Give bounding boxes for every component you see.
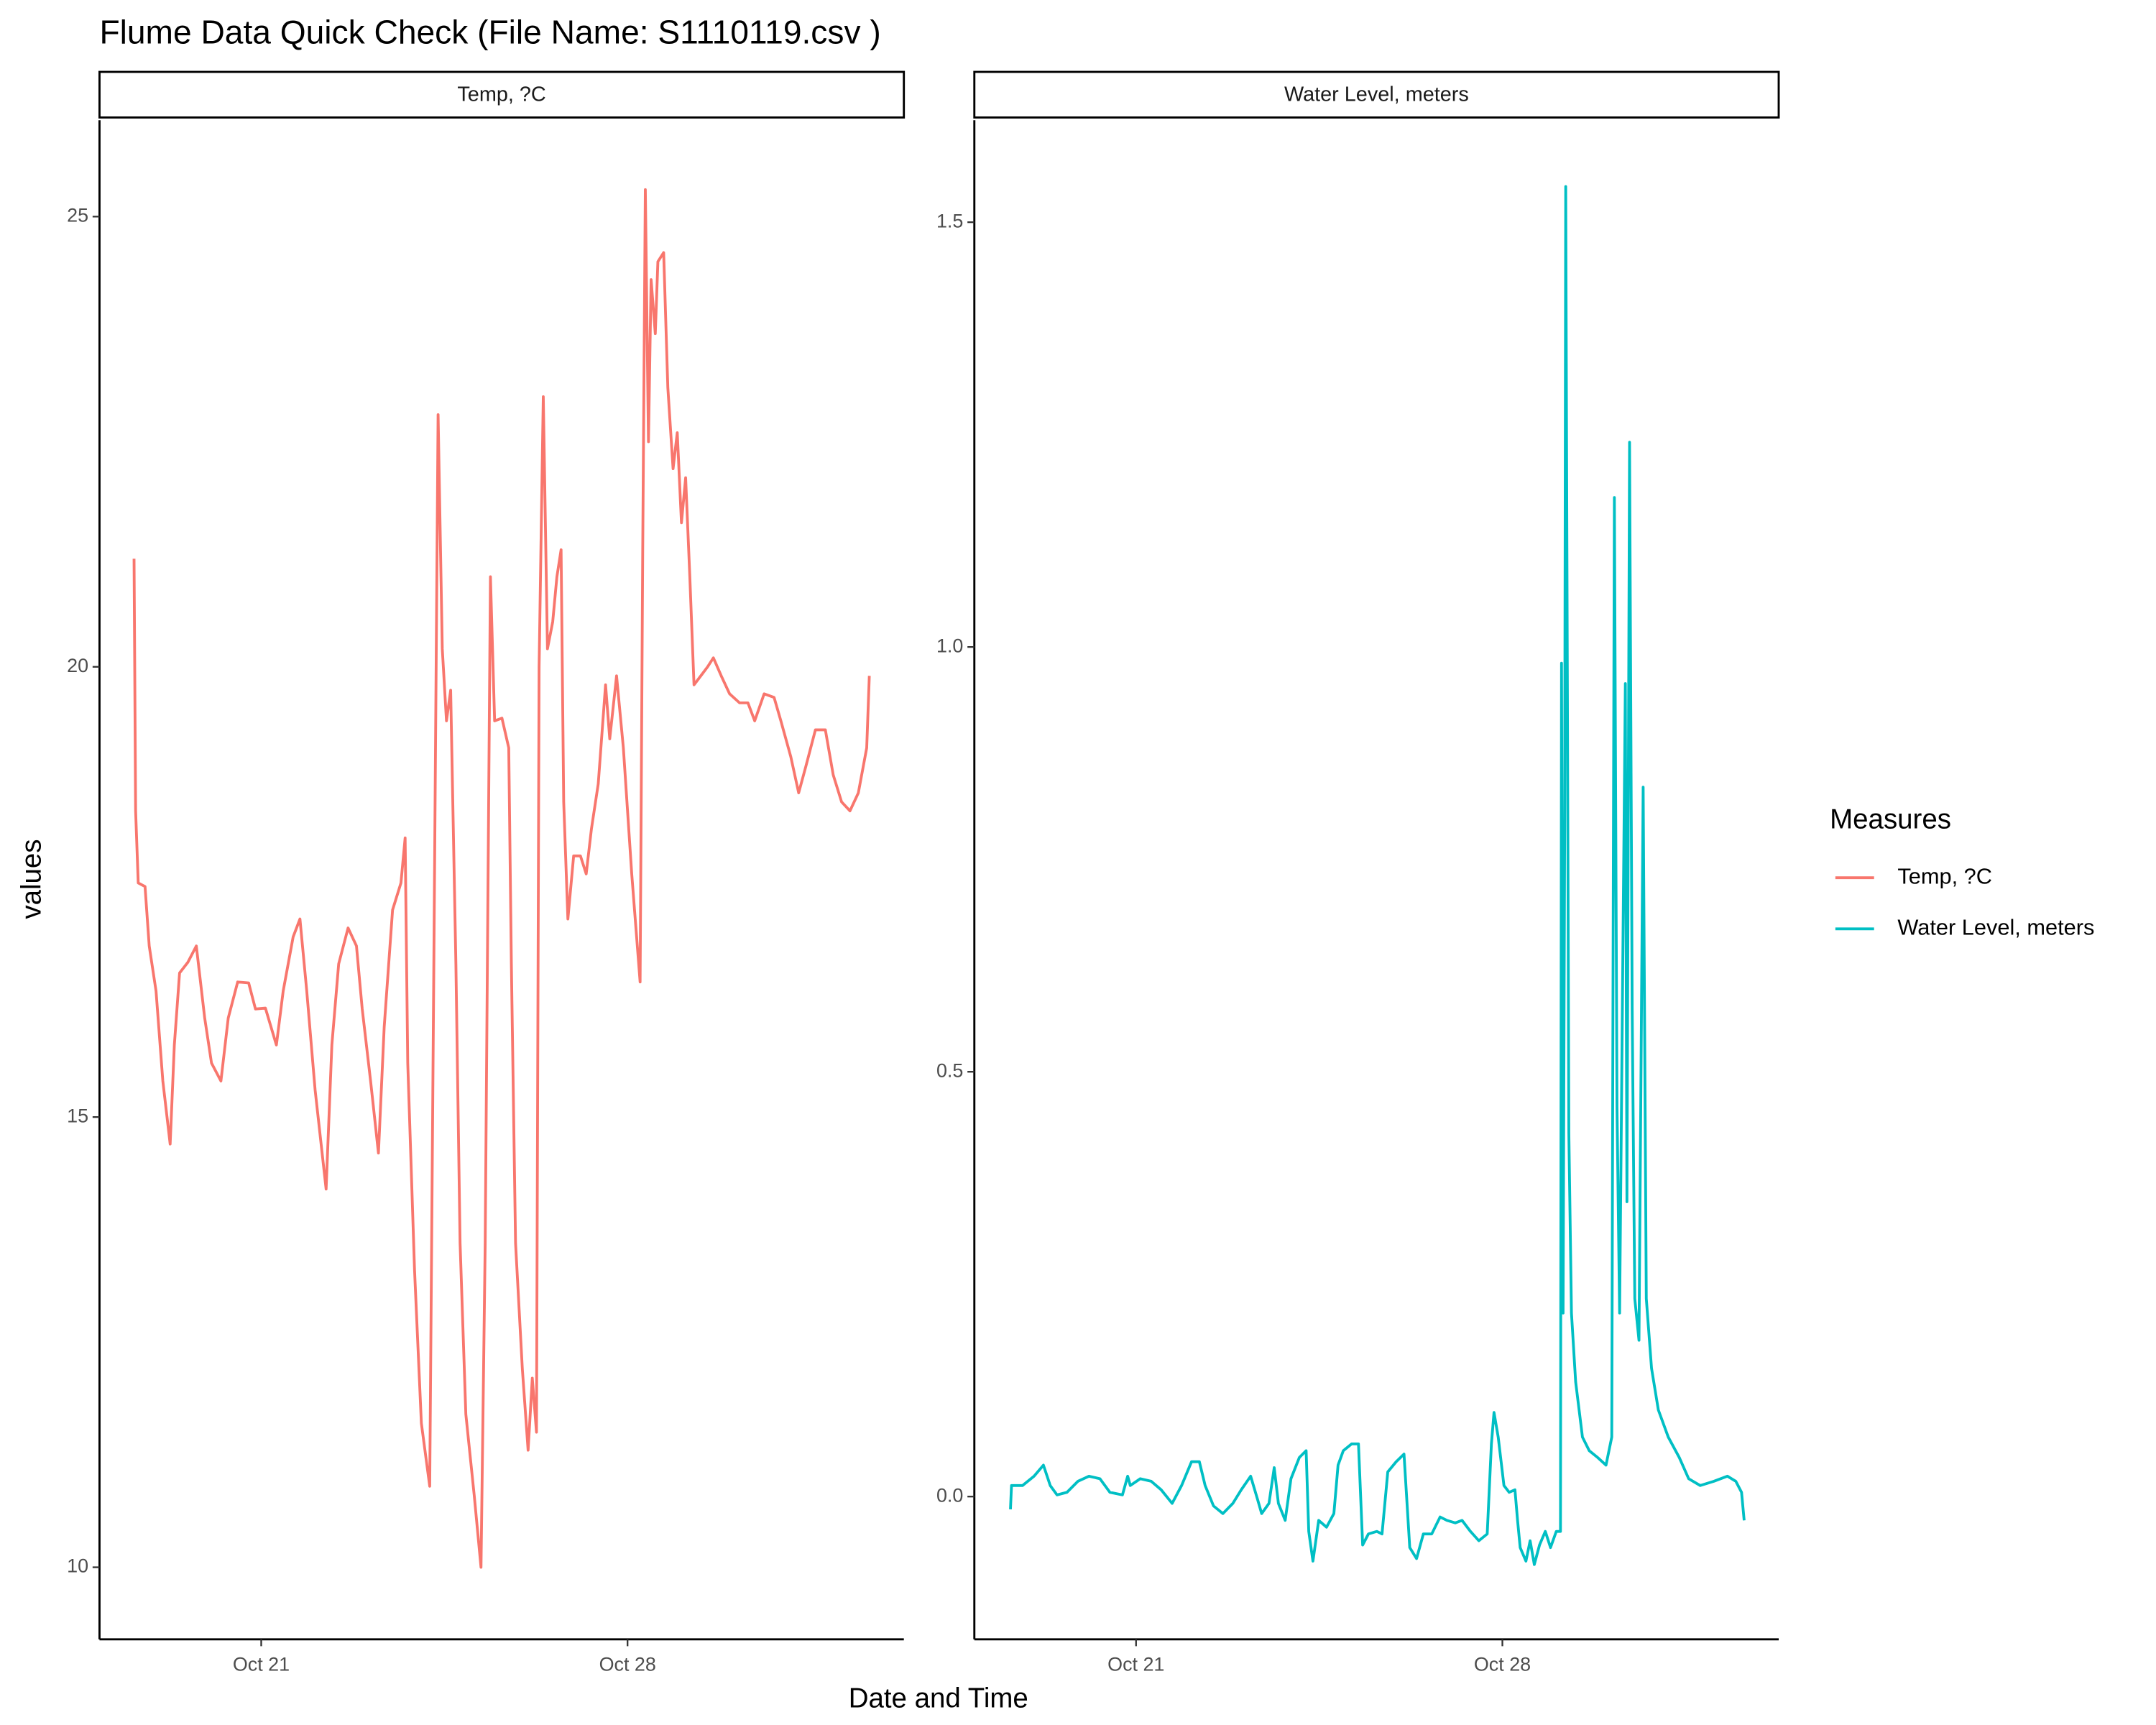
x-axis-label: Date and Time	[849, 1683, 1028, 1714]
facet-strip	[98, 70, 906, 119]
facet-strip	[973, 70, 1780, 119]
x-tick-label: Oct 28	[599, 1653, 656, 1675]
data-line	[1009, 185, 1746, 1566]
x-tick-label: Oct 28	[1474, 1653, 1531, 1675]
y-tick-label: 20	[67, 655, 88, 676]
y-tick-label: 0.5	[936, 1059, 963, 1081]
y-tick-label: 15	[67, 1105, 88, 1126]
y-tick-label: 10	[67, 1555, 88, 1577]
x-tick-label: Oct 21	[1107, 1653, 1164, 1675]
data-line	[132, 188, 871, 1569]
legend-title: Measures	[1830, 804, 1951, 834]
facet-label: Water Level, meters	[1284, 83, 1469, 106]
y-tick-label: 1.0	[936, 635, 963, 656]
y-tick-label: 25	[67, 204, 88, 226]
y-tick-label: 1.5	[936, 210, 963, 231]
chart-title: Flume Data Quick Check (File Name: S1110…	[99, 13, 880, 50]
y-tick-label: 0.0	[936, 1484, 963, 1506]
facet-label: Temp, ?C	[457, 83, 545, 106]
legend-label: Temp, ?C	[1897, 863, 1992, 888]
x-tick-label: Oct 21	[233, 1653, 290, 1675]
y-axis-label: values	[16, 839, 47, 919]
legend-label: Water Level, meters	[1897, 914, 2094, 939]
